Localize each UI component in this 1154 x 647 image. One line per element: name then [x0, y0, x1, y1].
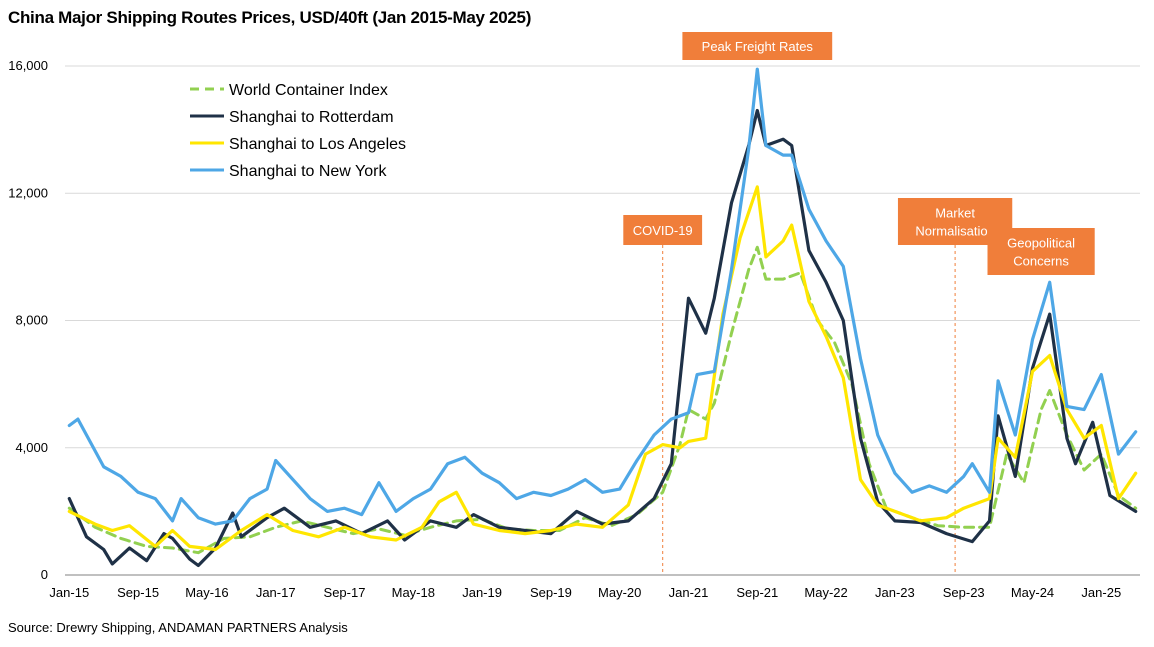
annotation-covid-19: COVID-19 [623, 215, 703, 245]
x-tick-label: May-22 [804, 585, 847, 600]
x-tick-label: Jan-23 [875, 585, 915, 600]
x-tick-label: Sep-19 [530, 585, 572, 600]
chart-source: Source: Drewry Shipping, ANDAMAN PARTNER… [8, 620, 348, 635]
legend-label: Shanghai to New York [229, 163, 387, 180]
annotation-text: Peak Freight Rates [702, 39, 814, 54]
x-tick-label: May-24 [1011, 585, 1054, 600]
y-tick-label: 0 [41, 567, 48, 582]
series-line-shanghai-to-rotterdam [67, 108, 1138, 568]
annotation-peak-freight-rates: Peak Freight Rates [682, 32, 833, 60]
y-tick-label: 4,000 [15, 440, 48, 455]
series-line-world-container-index [67, 245, 1138, 555]
series-line-shanghai-to-los-angeles [67, 185, 1138, 552]
annotations: Peak Freight Rates COVID-19 Market Normalis… [623, 32, 1095, 275]
x-tick-label: May-18 [392, 585, 435, 600]
legend-label: World Container Index [229, 82, 388, 99]
legend: World Container Index Shanghai to Rotterd… [190, 82, 406, 180]
annotation-text: Market [935, 206, 975, 221]
annotation-box [987, 228, 1095, 275]
x-tick-label: Jan-25 [1081, 585, 1121, 600]
annotation-text: Concerns [1013, 254, 1069, 269]
annotation-text: Normalisation [915, 224, 994, 239]
series-lines [67, 67, 1138, 568]
x-tick-label: Jan-19 [462, 585, 502, 600]
annotation-market-normalisation: Market Normalisation [897, 198, 1013, 245]
series-line-shanghai-to-new-york [67, 67, 1138, 526]
x-tick-label: Sep-21 [736, 585, 778, 600]
x-tick-label: May-20 [598, 585, 641, 600]
y-tick-label: 8,000 [15, 313, 48, 328]
y-tick-label: 12,000 [8, 185, 48, 200]
y-tick-label: 16,000 [8, 58, 48, 73]
annotation-text: COVID-19 [633, 223, 693, 238]
legend-label: Shanghai to Los Angeles [229, 136, 406, 153]
x-tick-label: Sep-17 [324, 585, 366, 600]
x-tick-label: Sep-15 [117, 585, 159, 600]
legend-label: Shanghai to Rotterdam [229, 109, 394, 126]
annotation-geopolitical-concerns: Geopolitical Concerns [987, 228, 1095, 275]
annotation-text: Geopolitical [1007, 236, 1075, 251]
chart-title: China Major Shipping Routes Prices, USD/… [8, 8, 532, 27]
annotation-lines [662, 245, 956, 575]
x-tick-label: Jan-21 [669, 585, 709, 600]
x-tick-label: Jan-17 [256, 585, 296, 600]
x-tick-label: Jan-15 [49, 585, 89, 600]
x-tick-label: Sep-23 [943, 585, 985, 600]
annotation-box [682, 32, 833, 60]
annotation-box [623, 215, 703, 245]
x-tick-label: May-16 [185, 585, 228, 600]
axes: 0 4,000 8,000 12,000 16,000 Jan-15 Sep-15 May-1… [8, 58, 1140, 600]
gridlines [65, 65, 1140, 449]
